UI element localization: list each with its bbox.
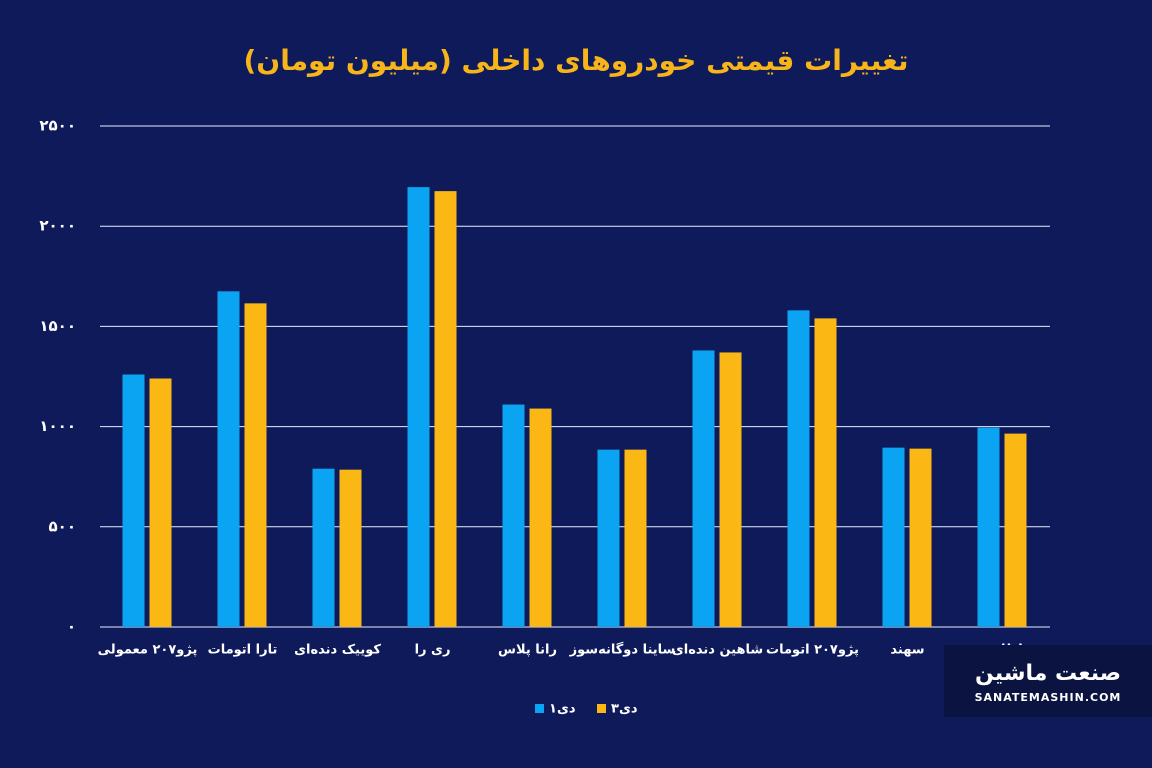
legend-label: ۱دی <box>549 702 576 717</box>
bar <box>787 310 810 627</box>
bar <box>502 404 525 627</box>
bar <box>597 449 620 627</box>
bar <box>434 191 457 627</box>
legend-label: ۳دی <box>611 702 638 717</box>
logo-box <box>944 645 1152 717</box>
logo-brand: صنعت ماشین <box>975 661 1121 686</box>
x-tick-label: تارا اتومات <box>208 643 278 658</box>
bar <box>814 318 837 627</box>
x-tick-label: ساینا دوگانه‌سوز <box>569 642 676 658</box>
y-tick-label: ۲۵۰۰ <box>39 117 76 135</box>
bar <box>624 449 647 627</box>
x-tick-label: ری را <box>415 643 451 658</box>
y-tick-label: ۱۰۰۰ <box>39 417 76 435</box>
bar <box>339 469 362 627</box>
x-tick-label: پژو۲۰۷ اتومات <box>766 643 859 658</box>
bar <box>217 291 240 627</box>
bar <box>312 468 335 627</box>
x-tick-label: پژو۲۰۷ معمولی <box>98 643 198 658</box>
logo-site: SANATEMASHIN.COM <box>975 691 1122 704</box>
y-tick-label: ۲۰۰۰ <box>39 217 76 235</box>
legend-swatch <box>535 704 544 713</box>
bar <box>1004 433 1027 627</box>
x-tick-label: سهند <box>890 643 924 658</box>
bar <box>719 352 742 627</box>
bar <box>407 187 430 627</box>
bar <box>122 374 145 627</box>
bar <box>692 350 715 627</box>
y-tick-label: ۱۵۰۰ <box>39 317 76 335</box>
bar <box>529 408 552 627</box>
bar <box>882 447 905 627</box>
x-tick-label: رانا پلاس <box>498 643 557 658</box>
y-tick-label: ۰ <box>67 618 76 636</box>
y-tick-label: ۵۰۰ <box>49 517 76 535</box>
bar <box>977 427 1000 627</box>
bar <box>149 378 172 627</box>
bar <box>909 448 932 627</box>
legend-swatch <box>597 704 606 713</box>
x-tick-label: شاهین دنده‌ای <box>672 643 763 658</box>
x-tick-label: کوییک دنده‌ای <box>294 643 381 658</box>
bar <box>244 303 267 627</box>
chart-title: تغییرات قیمتی خودروهای داخلی (میلیون توم… <box>244 44 909 77</box>
